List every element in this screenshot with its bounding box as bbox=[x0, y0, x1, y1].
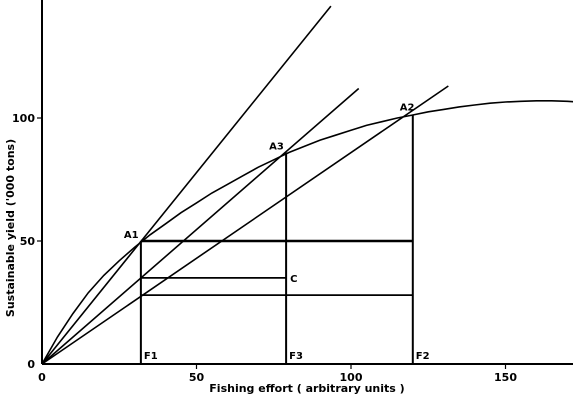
x-tick-label-50: 50 bbox=[189, 371, 205, 384]
point-label-a3: A3 bbox=[269, 141, 284, 152]
x-axis-title: Fishing effort ( arbitrary units ) bbox=[209, 382, 404, 395]
point-label-c: C bbox=[290, 274, 297, 285]
cost-ray-3 bbox=[41, 85, 449, 365]
yield-curve bbox=[41, 100, 573, 365]
x-tick-label-150: 150 bbox=[494, 371, 517, 384]
lines-layer bbox=[41, 5, 573, 365]
effort-label-f3: F3 bbox=[289, 351, 303, 362]
effort-label-f1: F1 bbox=[144, 351, 158, 362]
point-label-a1: A1 bbox=[124, 230, 139, 241]
labels-layer: F1 F3 F2 A1 A3 A2 C bbox=[124, 103, 430, 362]
cost-ray-2 bbox=[41, 87, 360, 365]
axes-layer bbox=[41, 0, 573, 365]
effort-label-f2: F2 bbox=[416, 351, 430, 362]
ticks-layer: 0 50 100 150 0 50 100 bbox=[12, 112, 517, 384]
y-tick-label-0: 0 bbox=[27, 358, 35, 371]
y-tick-label-50: 50 bbox=[20, 235, 36, 248]
point-label-a2: A2 bbox=[400, 103, 415, 114]
x-tick-label-0: 0 bbox=[38, 371, 46, 384]
y-axis-title: Sustainable yield ('000 tons) bbox=[4, 139, 17, 317]
cost-ray-1 bbox=[41, 5, 332, 365]
x-tick-label-100: 100 bbox=[340, 371, 363, 384]
y-tick-label-100: 100 bbox=[12, 112, 35, 125]
